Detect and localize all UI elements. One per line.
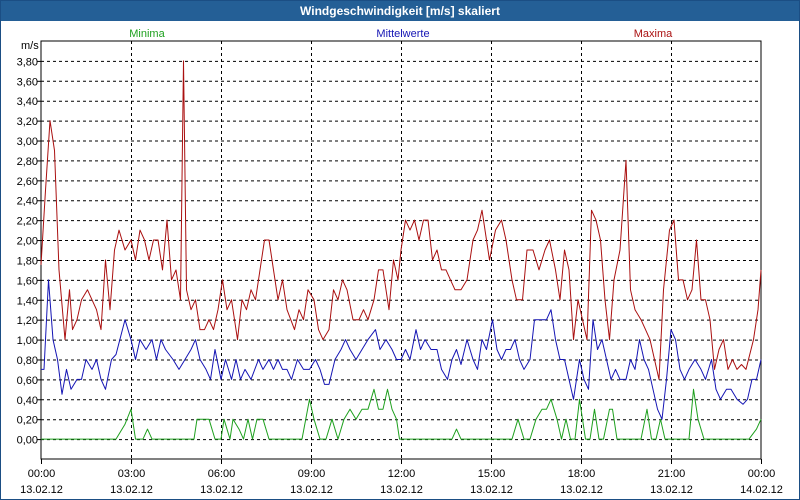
x-tick-date-label: 13.02.12	[560, 484, 603, 496]
x-tick-time-label: 06:00	[208, 468, 236, 480]
chart-canvas: 0,00 0,20 0,40 0,60 0,80 1,00 1,20 1,40 1,60 1,80…	[17, 28, 783, 496]
chart-title: Windgeschwindigkeit [m/s] skaliert	[1, 1, 799, 21]
x-tick-time-label: 12:00	[388, 468, 416, 480]
series-line-maxima	[40, 60, 762, 380]
x-tick-date-label: 13.02.12	[110, 484, 153, 496]
x-tick-time-label: 09:00	[298, 468, 326, 480]
axes	[37, 40, 762, 464]
y-tick-label: 0,80	[17, 355, 38, 367]
legend-label-mittelwerte: Mittelwerte	[376, 28, 429, 40]
y-tick-label: 0,20	[17, 415, 38, 427]
y-tick-label: 0,40	[17, 395, 38, 407]
y-tick-label: 3,40	[17, 96, 38, 108]
series-line-minima	[41, 388, 762, 440]
y-tick-label: 1,20	[17, 315, 38, 327]
y-tick-label: 3,60	[17, 76, 38, 88]
x-tick-time-label: 21:00	[658, 468, 686, 480]
x-tick-time-label: 18:00	[568, 468, 596, 480]
y-tick-label: 0,60	[17, 375, 38, 387]
y-tick-label: 2,80	[17, 156, 38, 168]
y-tick-label: 2,60	[17, 176, 38, 188]
x-tick-date-label: 14.02.12	[740, 484, 783, 496]
y-tick-label: 1,80	[17, 255, 38, 267]
y-tick-label: 1,60	[17, 275, 38, 287]
y-tick-label: 3,00	[17, 136, 38, 148]
legend: Minima Mittelwerte Maxima	[129, 28, 673, 40]
y-tick-label: 2,00	[17, 236, 38, 248]
x-tick-time-label: 00:00	[748, 468, 776, 480]
y-tick-label: 2,40	[17, 196, 38, 208]
y-tick-label: 0,00	[17, 435, 38, 447]
legend-label-minima: Minima	[129, 28, 165, 40]
y-tick-label: 1,40	[17, 295, 38, 307]
x-tick-time-label: 15:00	[478, 468, 506, 480]
series-lines	[40, 60, 762, 440]
x-tick-date-label: 13.02.12	[20, 484, 63, 496]
legend-label-maxima: Maxima	[634, 28, 673, 40]
y-axis-label: m/s	[21, 40, 39, 52]
x-tick-date-label: 13.02.12	[380, 484, 423, 496]
y-tick-labels: 0,00 0,20 0,40 0,60 0,80 1,00 1,20 1,40 1,60 1,80…	[17, 56, 38, 446]
x-tick-labels: 00:00 13.02.12 03:00 13.02.12 06:00 13.02.12 0…	[20, 468, 783, 496]
series-line-mittelwerte	[41, 279, 762, 420]
x-tick-date-label: 13.02.12	[470, 484, 513, 496]
x-tick-time-label: 03:00	[118, 468, 146, 480]
x-tick-date-label: 13.02.12	[200, 484, 243, 496]
y-tick-label: 3,80	[17, 56, 38, 68]
y-tick-label: 3,20	[17, 116, 38, 128]
x-tick-time-label: 00:00	[28, 468, 56, 480]
x-tick-date-label: 13.02.12	[290, 484, 333, 496]
x-tick-date-label: 13.02.12	[650, 484, 693, 496]
y-tick-label: 1,00	[17, 335, 38, 347]
y-tick-label: 2,20	[17, 216, 38, 228]
